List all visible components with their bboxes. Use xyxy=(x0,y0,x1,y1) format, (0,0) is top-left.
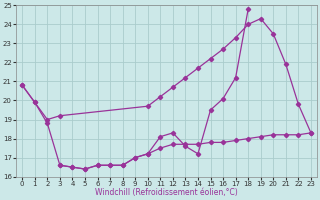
X-axis label: Windchill (Refroidissement éolien,°C): Windchill (Refroidissement éolien,°C) xyxy=(95,188,238,197)
